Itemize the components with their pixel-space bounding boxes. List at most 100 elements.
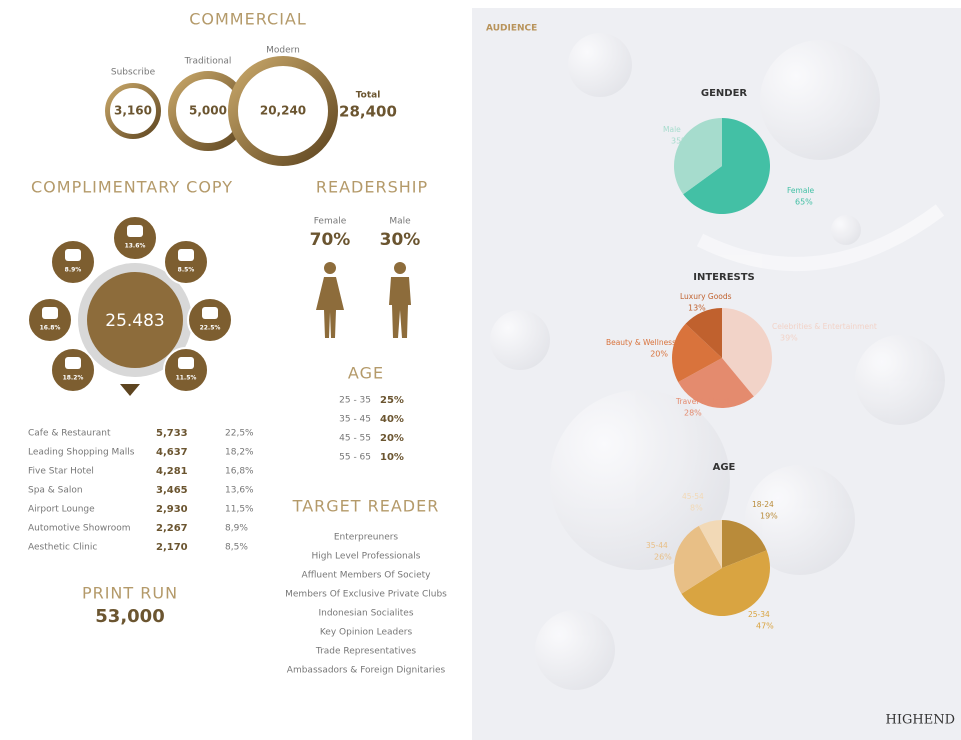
print-run: 53,000 [95,606,164,627]
slice-value: 47% [756,622,774,631]
icon-label: 8.5% [178,267,195,274]
slice-label: 18-24 [752,500,774,509]
target-item: Enterpreuners [334,533,399,543]
slice-label: Female [787,186,815,195]
target-item: High Level Professionals [312,552,421,562]
row-pct: 13,6% [225,486,254,496]
icon-glyph [178,249,194,261]
value: 30% [380,230,421,250]
row-pct: 22,5% [225,429,254,439]
page: COMMERCIAL Subscribe 3,160 Traditional 5,00… [0,0,961,740]
icon-label: 13.6% [125,243,146,250]
age-pct: 40% [380,414,404,425]
row-name: Five Star Hotel [28,467,94,477]
label: Modern [266,46,300,56]
label: Subscribe [111,68,156,78]
row-count: 2,930 [156,504,188,515]
icon [28,298,72,342]
label: Traditional [184,57,232,67]
slice-value: 39% [780,334,798,343]
slice-value: 65% [795,198,813,207]
icon [164,240,208,284]
icon-label: 16.8% [40,325,61,332]
slice-value: 19% [760,512,778,521]
slice-value: 13% [688,304,706,313]
row-pct: 8,5% [225,543,248,553]
target-item: Members Of Exclusive Private Clubs [285,590,447,600]
age-pct: 25% [380,395,404,406]
slice-label: 35-44 [646,541,668,550]
icon [51,240,95,284]
icon-glyph [178,357,194,369]
slice-label: Male [663,125,681,134]
target-item: Affluent Members Of Society [302,571,432,581]
icon-glyph [42,307,58,319]
target-list: Enterpreuners High Level Professionals Aff… [285,533,447,676]
total-label: Total [356,91,381,101]
slice-value: 28% [684,409,702,418]
row-count: 4,281 [156,466,188,477]
chart-title: GENDER [701,88,748,99]
section-title: COMPLIMENTARY COPY [31,178,233,197]
row-name: Airport Lounge [28,505,95,515]
value: 3,160 [114,104,152,118]
row-pct: 16,8% [225,467,254,477]
row-name: Aesthetic Clinic [28,543,97,553]
icon [164,348,208,392]
brand: HIGHEND [886,713,955,728]
panel-title: AUDIENCE [486,24,537,34]
total: 28,400 [339,103,397,121]
target-item: Key Opinion Leaders [320,628,413,638]
section-title: READERSHIP [316,178,428,197]
icon-glyph [202,307,218,319]
icon [51,348,95,392]
slice-label: Luxury Goods [680,292,732,301]
chart-title: INTERESTS [693,272,755,283]
arrow [120,384,140,396]
slice-label: Beauty & Wellness [606,338,676,347]
figures [316,262,411,338]
slice-value: 8% [690,504,703,513]
row-pct: 8,9% [225,524,248,534]
age-pct: 10% [380,452,404,463]
value: 5,000 [189,104,227,118]
target-item: Indonesian Socialites [318,609,413,619]
icon-label: 22.5% [200,325,221,332]
icon-label: 8.9% [65,267,82,274]
slice-label: Celebrities & Entertainment [772,322,877,331]
age-range: 45 - 55 [339,434,371,444]
icon-glyph [65,357,81,369]
section-title: TARGET READER [292,497,440,516]
age-range: 35 - 45 [339,415,371,425]
value: 70% [310,230,351,250]
row-name: Cafe & Restaurant [28,429,111,439]
age-range: 55 - 65 [339,453,371,463]
section-title: AGE [348,364,384,383]
age-range: 25 - 35 [339,396,371,406]
slice-label: Travel & Hotels [675,397,733,406]
row-count: 5,733 [156,428,188,439]
icon-glyph [127,225,143,237]
slice-value: 26% [654,553,672,562]
row-count: 4,637 [156,447,188,458]
row-count: 3,465 [156,485,188,496]
icon-label: 11.5% [176,375,197,382]
chart-title: AGE [713,462,736,473]
row-name: Leading Shopping Malls [28,448,135,458]
target-item: Ambassadors & Foreign Dignitaries [287,666,446,676]
row-pct: 11,5% [225,505,254,515]
row-name: Spa & Salon [28,486,83,496]
icon-glyph [65,249,81,261]
row-count: 2,267 [156,523,188,534]
icon [188,298,232,342]
row-name: Automotive Showroom [28,524,131,534]
slice-label: 45-54 [682,492,704,501]
row-count: 2,170 [156,542,188,553]
label: Male [389,217,411,227]
icon [113,216,157,260]
section-title: COMMERCIAL [189,10,307,29]
label: Female [314,217,347,227]
slice-value: 35% [671,137,689,146]
section-title: PRINT RUN [82,584,178,603]
